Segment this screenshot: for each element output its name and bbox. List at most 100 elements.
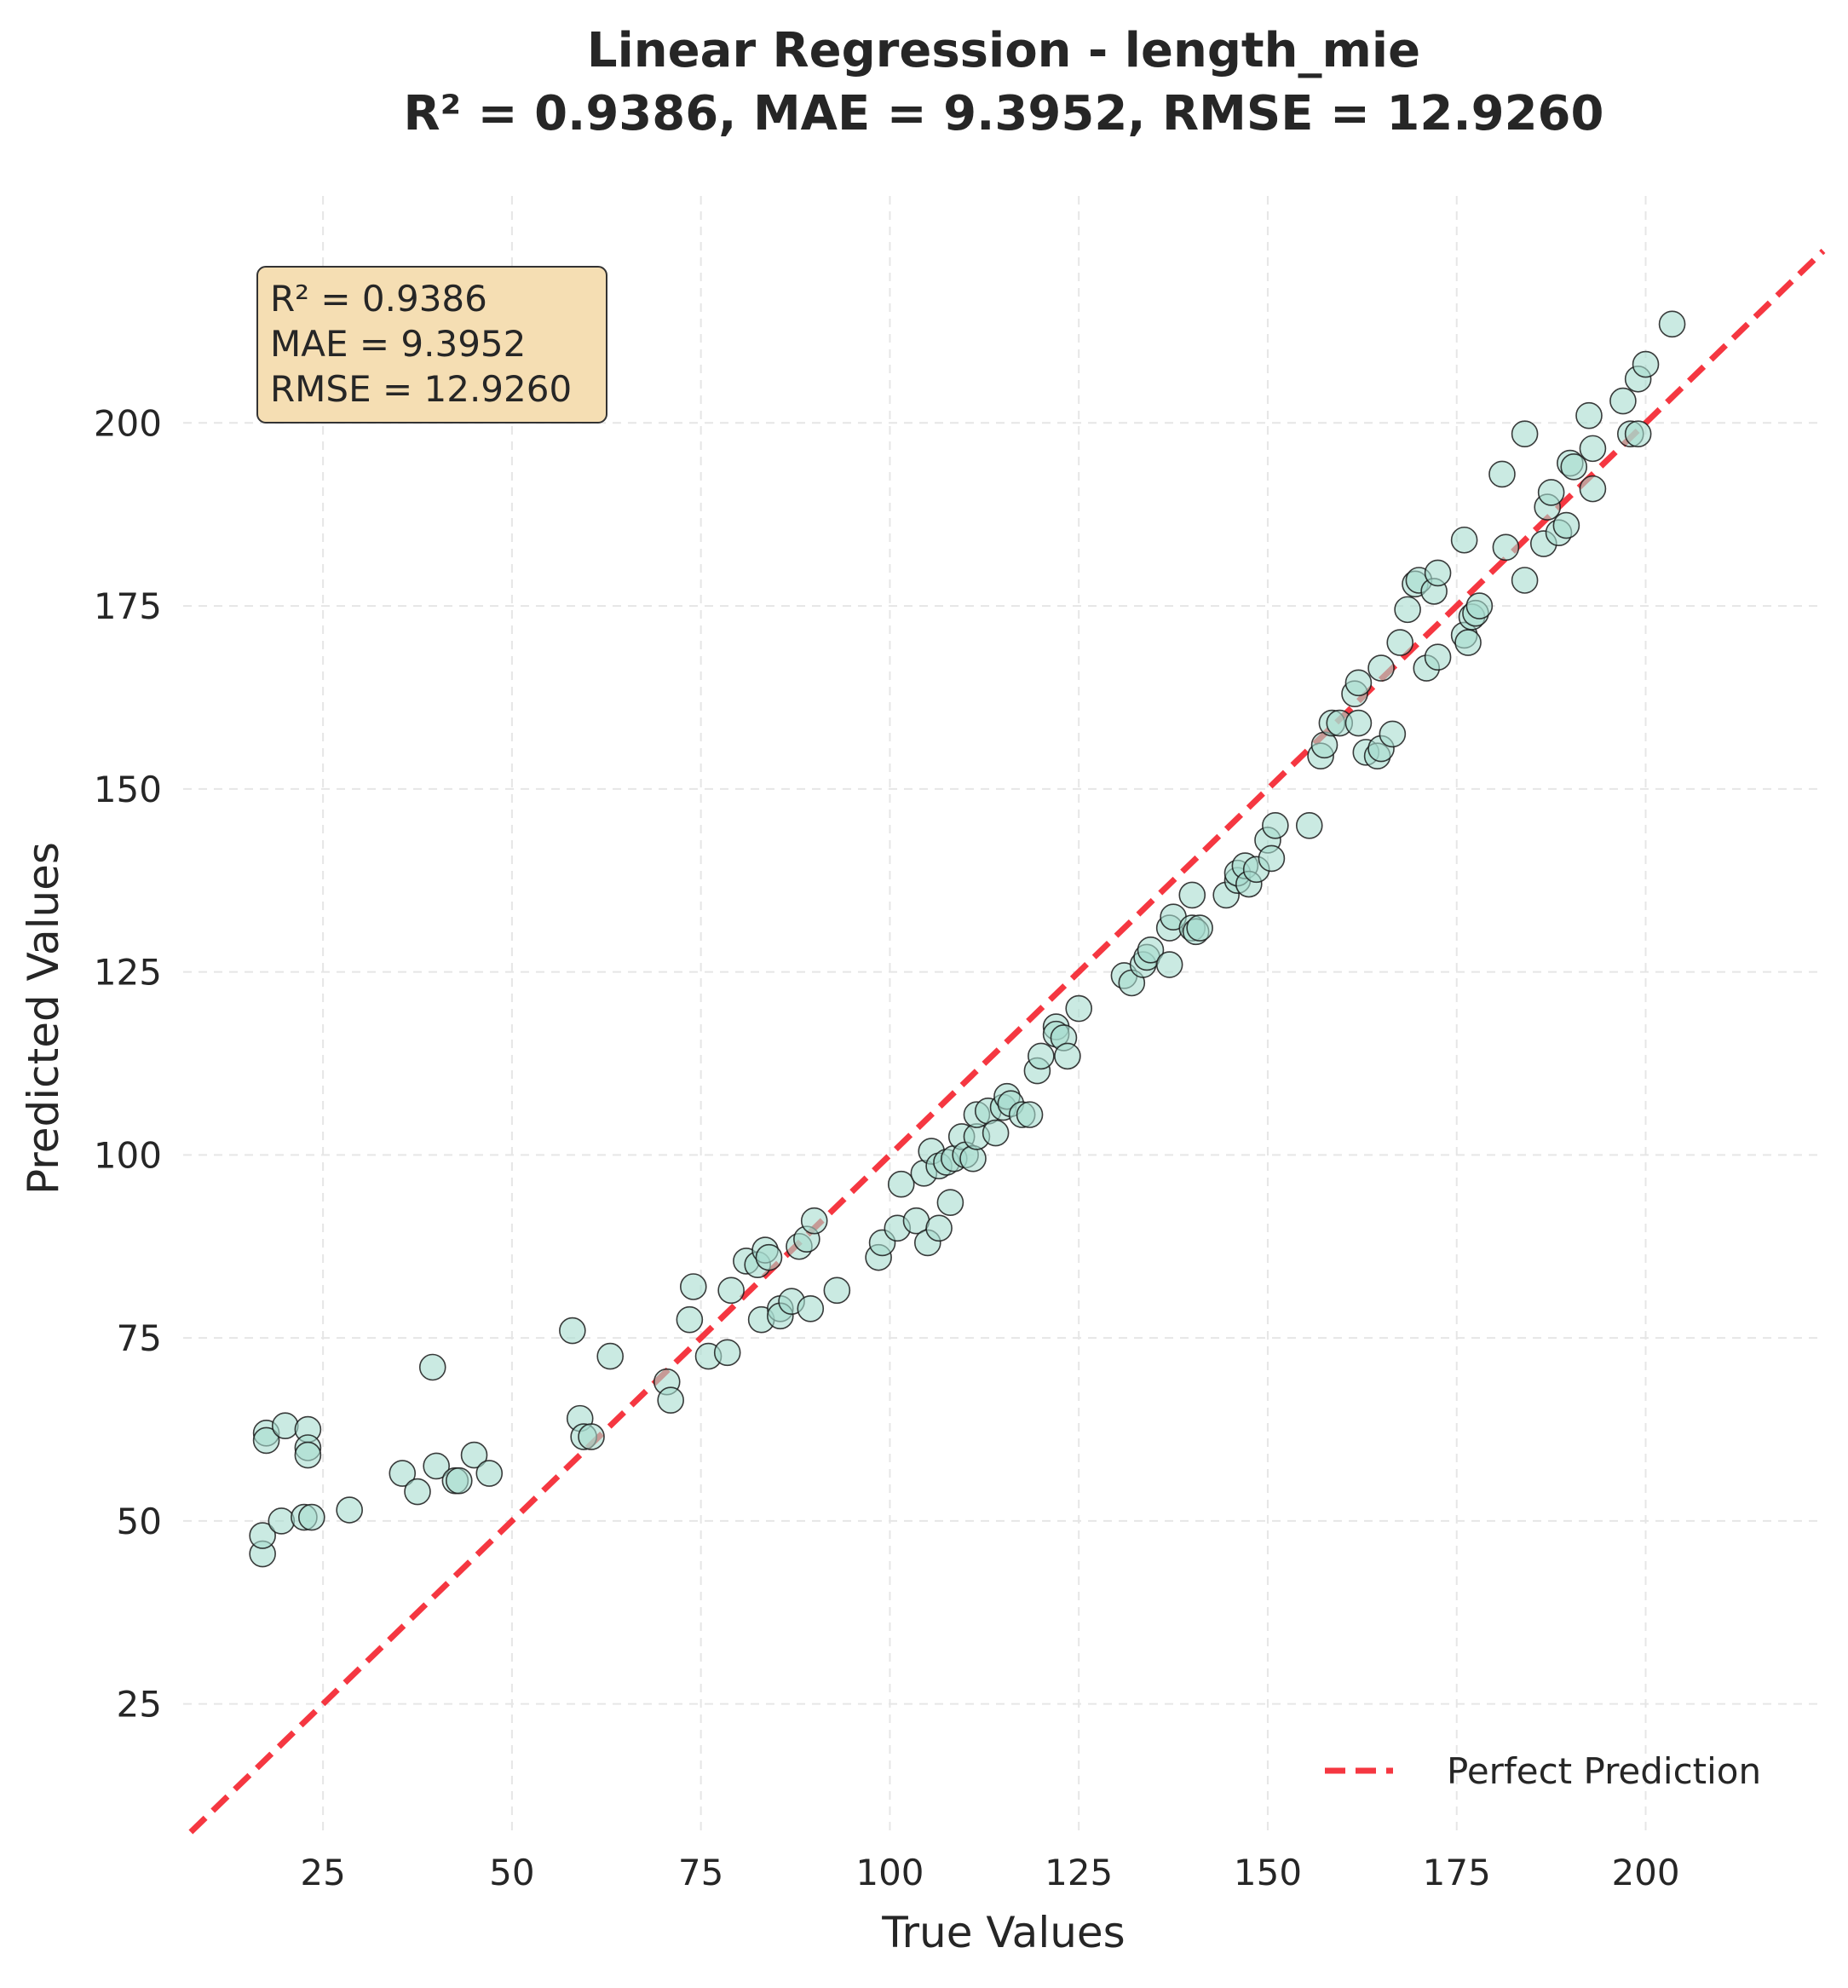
data-point-13 [404,1478,431,1506]
data-point-124 [1465,592,1494,619]
data-point-69 [1016,1101,1044,1128]
data-point-31 [717,1276,745,1305]
y-tick-label-75: 75 [117,1317,162,1359]
data-point-109 [1367,654,1395,682]
data-point-76 [1065,994,1093,1023]
data-point-10 [298,1503,325,1531]
data-point-75 [1054,1042,1081,1070]
data-point-137 [1579,475,1607,503]
data-point-18 [460,1441,488,1469]
data-point-23 [578,1423,605,1450]
data-point-104 [1344,709,1373,737]
data-point-131 [1537,479,1565,506]
data-point-144 [1658,310,1686,338]
data-point-1 [249,1522,276,1549]
data-point-111 [1386,629,1414,656]
data-point-143 [1632,350,1660,378]
data-point-27 [676,1305,704,1334]
data-point-48 [887,1170,915,1198]
data-point-85 [1178,881,1206,909]
data-point-60 [959,1144,987,1173]
x-tick-label-150: 150 [1234,1852,1302,1893]
data-point-133 [1552,511,1580,539]
y-tick-labels: 25 50 75 100 125 150 175 200 [94,402,162,1725]
data-point-118 [1424,559,1452,587]
data-point-28 [679,1273,707,1300]
data-point-36 [755,1243,783,1271]
data-point-26 [657,1386,684,1414]
perfect-prediction-line-layer [188,248,1826,1835]
data-point-56 [936,1189,964,1217]
data-point-71 [1028,1042,1055,1070]
data-point-14 [418,1353,446,1381]
data-point-5 [271,1412,299,1440]
data-point-81 [1137,936,1165,964]
data-point-42 [797,1294,825,1322]
data-point-9 [294,1441,322,1469]
data-point-54 [925,1214,953,1242]
y-tick-label-100: 100 [94,1134,162,1176]
data-point-30 [713,1339,741,1367]
legend-label-perfect-prediction: Perfect Prediction [1447,1750,1761,1792]
data-point-126 [1492,533,1520,562]
y-axis-label: Predicted Values [19,842,68,1195]
data-point-121 [1454,629,1482,656]
perfect-prediction-line [188,248,1826,1835]
stats-box: R² = 0.9386 MAE = 9.3952 RMSE = 12.9260 [256,266,607,424]
data-point-96 [1258,844,1286,873]
data-point-12 [389,1460,417,1487]
data-point-97 [1262,811,1289,839]
data-point-98 [1295,811,1323,839]
data-points [249,310,1686,1568]
y-tick-label-50: 50 [117,1501,162,1542]
y-tick-label-125: 125 [94,952,162,994]
stats-rmse: RMSE = 12.9260 [270,368,572,410]
x-tick-label-200: 200 [1611,1852,1679,1893]
y-tick-label-200: 200 [94,402,162,444]
data-point-128 [1511,567,1539,594]
x-tick-label-175: 175 [1423,1852,1491,1893]
data-point-112 [1394,596,1421,624]
x-tick-labels: 25 50 75 100 125 150 175 200 [300,1852,1679,1893]
y-tick-label-25: 25 [117,1684,162,1726]
data-point-110 [1379,720,1407,748]
data-point-83 [1155,951,1183,978]
data-point-135 [1560,453,1588,481]
data-point-141 [1624,420,1652,447]
data-point-11 [336,1496,363,1524]
data-point-19 [475,1460,504,1487]
data-point-88 [1186,914,1213,942]
data-point-17 [445,1467,473,1495]
data-point-4 [268,1507,296,1535]
data-point-139 [1609,387,1637,415]
data-point-3 [252,1426,280,1455]
data-point-24 [596,1342,625,1370]
stats-box-background [256,266,607,424]
chart-title: Linear Regression - length_mie [587,23,1420,78]
chart-subtitle: R² = 0.9386, MAE = 9.3952, RMSE = 12.926… [404,86,1604,141]
x-tick-label-125: 125 [1045,1852,1113,1893]
x-axis-label: True Values [881,1908,1125,1957]
data-point-127 [1511,420,1539,447]
data-point-20 [559,1317,586,1345]
data-point-125 [1488,460,1516,488]
data-point-43 [800,1207,828,1235]
data-point-120 [1450,526,1478,554]
data-point-44 [823,1276,851,1305]
data-point-117 [1424,643,1452,671]
x-tick-label-75: 75 [678,1852,723,1893]
stats-mae: MAE = 9.3952 [270,323,526,365]
stats-r2: R² = 0.9386 [270,278,487,320]
data-point-138 [1579,435,1607,463]
legend: Perfect Prediction [1325,1750,1761,1792]
data-point-136 [1575,401,1603,429]
y-tick-label-175: 175 [94,585,162,627]
x-tick-label-25: 25 [300,1852,345,1893]
data-point-64 [982,1119,1010,1147]
data-point-15 [423,1452,450,1480]
x-tick-label-100: 100 [855,1852,924,1893]
y-tick-label-150: 150 [94,769,162,810]
data-point-105 [1344,669,1373,697]
x-tick-label-50: 50 [489,1852,534,1893]
